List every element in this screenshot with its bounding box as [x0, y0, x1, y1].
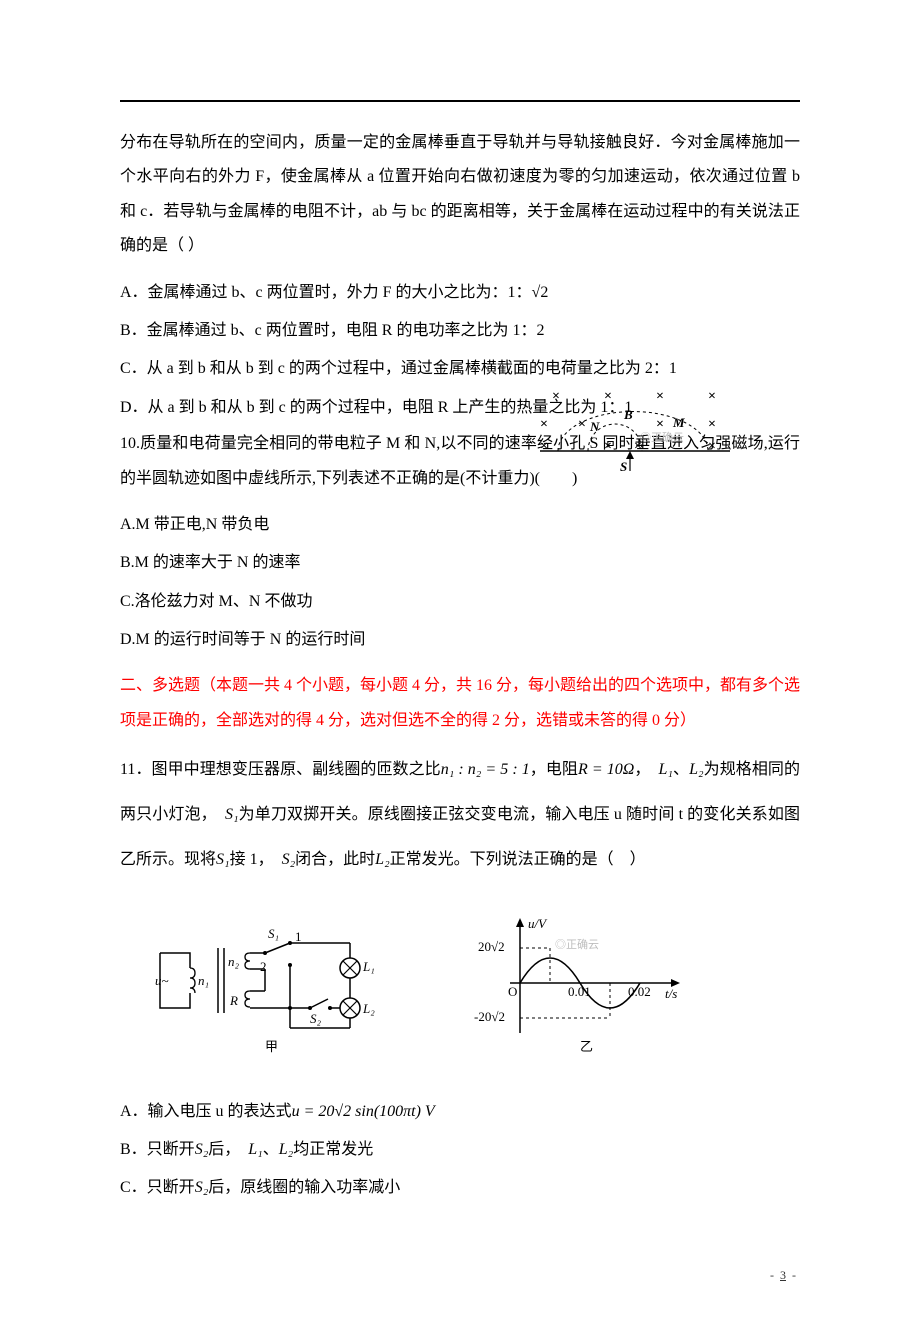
q11-stem: 11．图甲中理想变压器原、副线圈的匝数之比n₁ : n₂ = 5 : 1，电阻R… [120, 748, 800, 882]
q11-figure-yi: u/V t/s O 20√2 -20√2 0.01 0.02 ◎正确云 乙 [460, 913, 690, 1063]
q10-fig-s-label: S [620, 459, 627, 475]
svg-text:20√2: 20√2 [478, 939, 505, 954]
q11-option-c: C．只断开S₂后，原线圈的输入功率减小 [120, 1169, 800, 1207]
section2-heading: 二、多选题（本题一共 4 个小题，每小题 4 分，共 16 分，每小题给出的四个… [120, 669, 800, 738]
q9-option-b: B．金属棒通过 b、c 两位置时，电阻 R 的电功率之比为 1：2 [120, 312, 800, 350]
q10-fig-watermark: ◎正确云 [640, 429, 684, 445]
svg-text:乙: 乙 [580, 1039, 593, 1054]
q10-option-a: A.M 带正电,N 带负电 [120, 506, 800, 544]
svg-text:R: R [229, 993, 238, 1008]
page-footer: - 3 - [120, 1268, 800, 1283]
svg-text:0.02: 0.02 [628, 984, 651, 999]
svg-text:L₂: L₂ [362, 1001, 375, 1016]
q9-option-a: A．金属棒通过 b、c 两位置时，外力 F 的大小之比为：1：√2 [120, 274, 800, 312]
svg-text:t/s: t/s [665, 986, 677, 1001]
svg-text:1: 1 [295, 929, 302, 944]
svg-text:L₁: L₁ [362, 959, 375, 974]
q10-option-c: C.洛伦兹力对 M、N 不做功 [120, 583, 800, 621]
svg-text:n₂: n₂ [228, 954, 240, 969]
q11-figures: u~ n₁ n₂ R S₁ 1 2 [150, 913, 800, 1063]
q10-fig-b-label: B [624, 407, 633, 423]
svg-text:0.01: 0.01 [568, 984, 591, 999]
q11-option-b: B．只断开S₂后， L₁、L₂均正常发光 [120, 1131, 800, 1169]
svg-text:S₁: S₁ [268, 926, 279, 941]
q10-figure: × × × × × × × × × × × × B N M S ◎正确云 [540, 389, 730, 479]
q10-option-b: B.M 的速率大于 N 的速率 [120, 544, 800, 582]
q9-option-c: C．从 a 到 b 和从 b 到 c 的两个过程中，通过金属棒横截面的电荷量之比… [120, 350, 800, 388]
svg-text:S₂: S₂ [310, 1011, 322, 1026]
svg-text:甲: 甲 [265, 1039, 278, 1054]
svg-text:◎正确云: ◎正确云 [555, 938, 599, 951]
svg-text:n₁: n₁ [198, 973, 209, 988]
q10-fig-n-label: N [590, 419, 599, 435]
svg-text:-20√2: -20√2 [474, 1009, 505, 1024]
svg-text:u/V: u/V [528, 916, 548, 931]
svg-text:O: O [508, 984, 517, 999]
q11-option-a: A．输入电压 u 的表达式u = 20√2 sin(100πt) V [120, 1093, 800, 1131]
q11-figure-jia: u~ n₁ n₂ R S₁ 1 2 [150, 913, 400, 1063]
q9-stem: 分布在导轨所在的空间内，质量一定的金属棒垂直于导轨并与导轨接触良好．今对金属棒施… [120, 126, 800, 264]
q10-option-d: D.M 的运行时间等于 N 的运行时间 [120, 621, 800, 659]
svg-text:u~: u~ [155, 973, 169, 988]
